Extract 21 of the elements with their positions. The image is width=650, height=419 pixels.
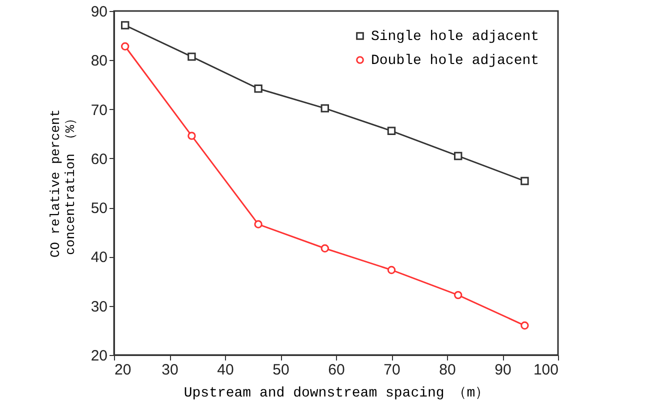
y-axis-title: CO relative percent concentration （%） xyxy=(48,109,78,258)
x-tick-label: 50 xyxy=(272,362,290,378)
y-tick-label: 70 xyxy=(90,102,108,119)
x-tick-label: 20 xyxy=(114,362,132,378)
y-tick-label: 40 xyxy=(90,249,108,266)
y-tick-label: 60 xyxy=(90,150,108,168)
x-tick-label: 30 xyxy=(162,362,178,378)
y-tick-label: 30 xyxy=(90,298,108,316)
legend-label: Double hole adjacent xyxy=(371,53,540,69)
x-tick-label: 60 xyxy=(328,362,345,378)
y-tick-label: 20 xyxy=(90,348,108,364)
x-axis-title: Upstream and downstream spacing （m） xyxy=(184,386,490,402)
y-tick-label: 90 xyxy=(90,4,108,20)
y-tick-label: 80 xyxy=(90,52,108,70)
x-tick-label: 70 xyxy=(384,362,400,378)
y-tick-label: 50 xyxy=(90,200,108,218)
x-tick-label: 40 xyxy=(217,362,234,378)
x-tick-label: 90 xyxy=(494,362,512,378)
x-tick-label: 100 xyxy=(533,362,558,378)
x-tick-label: 80 xyxy=(439,362,456,378)
legend-label: Single hole adjacent xyxy=(371,29,540,45)
